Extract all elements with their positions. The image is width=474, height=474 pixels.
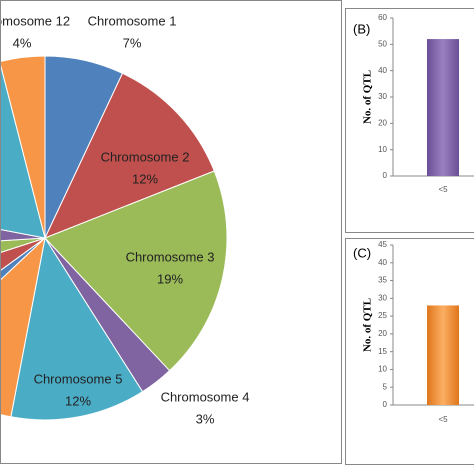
y-tick-label: 20 (378, 329, 387, 338)
slice-label: Chromosome 5 (34, 371, 123, 386)
slice-value-label: 12% (132, 171, 158, 186)
pie-slice (1, 55, 46, 239)
slice-label: Chromosome 4 (161, 389, 250, 404)
pie-slice (44, 72, 215, 239)
y-tick-label: 40 (378, 66, 387, 75)
pie-slice (1, 237, 46, 253)
y-tick-label: 25 (378, 311, 387, 320)
panel-c (345, 238, 474, 465)
bar (427, 39, 459, 176)
x-tick-label: <5 (438, 185, 448, 194)
y-axis-title: No. of QTL (362, 70, 374, 124)
y-tick-label: 45 (378, 240, 387, 249)
y-tick-label: 60 (378, 13, 387, 22)
slice-value-label: 19% (157, 271, 183, 286)
y-tick-label: 10 (378, 365, 387, 374)
y-tick-label: 0 (383, 171, 388, 180)
y-tick-label: 50 (378, 39, 387, 48)
pie-slice (1, 237, 46, 271)
bar (427, 305, 459, 405)
pie: Chromosome 1 7% Chromosome 2 12% Chromosome … (0, 13, 250, 426)
y-tick-label: 30 (378, 92, 387, 101)
slice-value-label: 3% (196, 411, 215, 426)
slice-label: Chromosome 12 (0, 13, 70, 28)
y-tick-label: 10 (378, 145, 387, 154)
y-tick-label: 30 (378, 293, 387, 302)
y-tick-label: 15 (378, 347, 387, 356)
slice-label: Chromosome 1 (88, 13, 177, 28)
y-tick-label: 35 (378, 276, 387, 285)
y-tick-label: 20 (378, 118, 387, 127)
slice-value-label: 7% (123, 35, 142, 50)
y-tick-label: 0 (383, 400, 388, 409)
panel-b (345, 8, 474, 233)
pie-slice (44, 170, 228, 372)
y-tick-label: 5 (383, 382, 388, 391)
y-tick-label: 40 (378, 258, 387, 267)
pie-slice (1, 236, 46, 418)
slice-value-label: 12% (65, 393, 91, 408)
x-tick-label: <5 (438, 415, 448, 424)
slice-label: Chromosome 3 (126, 249, 215, 264)
panel-label: (C) (353, 245, 371, 260)
slice-label: Chromosome 2 (101, 149, 190, 164)
pie-slice (1, 229, 46, 242)
panel-label: (B) (353, 21, 370, 36)
y-axis-title: No. of QTL (362, 298, 374, 352)
slice-value-label: 4% (13, 35, 32, 50)
pie-slice (10, 236, 144, 421)
